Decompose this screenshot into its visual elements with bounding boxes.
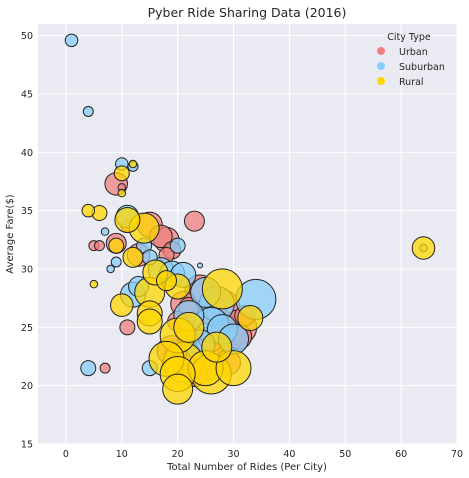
y-tick-label: 20 [21,381,33,392]
bubble-suburban [100,227,110,236]
x-tick-label: 0 [63,449,69,460]
bubble-rural [411,236,436,260]
legend: City Type Urban Suburban Rural [377,32,445,88]
bubble-rural [110,293,134,317]
y-tick-label: 35 [21,206,33,217]
bubble-rural [201,268,243,310]
bubbles [64,33,436,405]
bubble-urban [99,362,111,374]
y-tick-label: 50 [21,31,33,42]
bubble-urban [93,240,105,252]
plot-background [38,24,457,444]
bubble-rural [136,308,163,335]
legend-label-rural: Rural [399,77,424,88]
y-axis-label: Average Fare($) [5,194,16,274]
legend-marker-rural [377,77,385,85]
legend-marker-urban [377,47,385,55]
bubble-suburban [80,360,97,377]
x-tick-label: 20 [172,449,184,460]
x-axis-label: Total Number of Rides (Per City) [166,462,327,473]
y-tick-label: 15 [21,440,33,451]
x-tick-label: 30 [227,449,239,460]
x-tick-label: 70 [451,449,463,460]
bubble-rural [173,311,205,343]
bubble-suburban [64,33,79,48]
bubble-rural [128,159,138,169]
y-tick-label: 25 [21,323,33,334]
y-tick-label: 40 [21,148,33,159]
bubble-suburban [197,262,204,269]
bubble-rural [122,246,144,268]
bubble-suburban [106,264,115,274]
bubble-rural [237,305,264,331]
bubble-suburban [82,106,94,117]
bubble-urban [119,319,136,336]
x-tick-label: 60 [395,449,407,460]
x-tick-labels: 0 10 20 30 40 50 60 70 [63,449,463,460]
bubble-rural [117,188,127,198]
legend-label-suburban: Suburban [399,62,445,73]
bubble-rural [108,237,125,254]
x-tick-label: 40 [283,449,295,460]
legend-title: City Type [387,32,431,43]
x-tick-label: 50 [339,449,351,460]
chart-title: Pyber Ride Sharing Data (2016) [148,5,347,20]
bubble-rural [201,331,233,363]
bubble-rural [89,279,99,289]
bubble-rural [113,165,130,182]
y-tick-label: 30 [21,265,33,276]
x-tick-label: 10 [116,449,128,460]
bubble-rural [81,203,96,218]
legend-marker-suburban [377,62,385,70]
bubble-rural [162,373,194,405]
bubble-suburban [169,237,186,254]
y-tick-label: 45 [21,90,33,101]
legend-label-urban: Urban [399,47,428,58]
bubble-urban [183,210,205,232]
bubble-rural [114,207,141,233]
bubble-rural [155,270,177,292]
bubble-suburban [110,256,122,268]
y-tick-labels: 15 20 25 30 35 40 45 50 [21,31,33,450]
